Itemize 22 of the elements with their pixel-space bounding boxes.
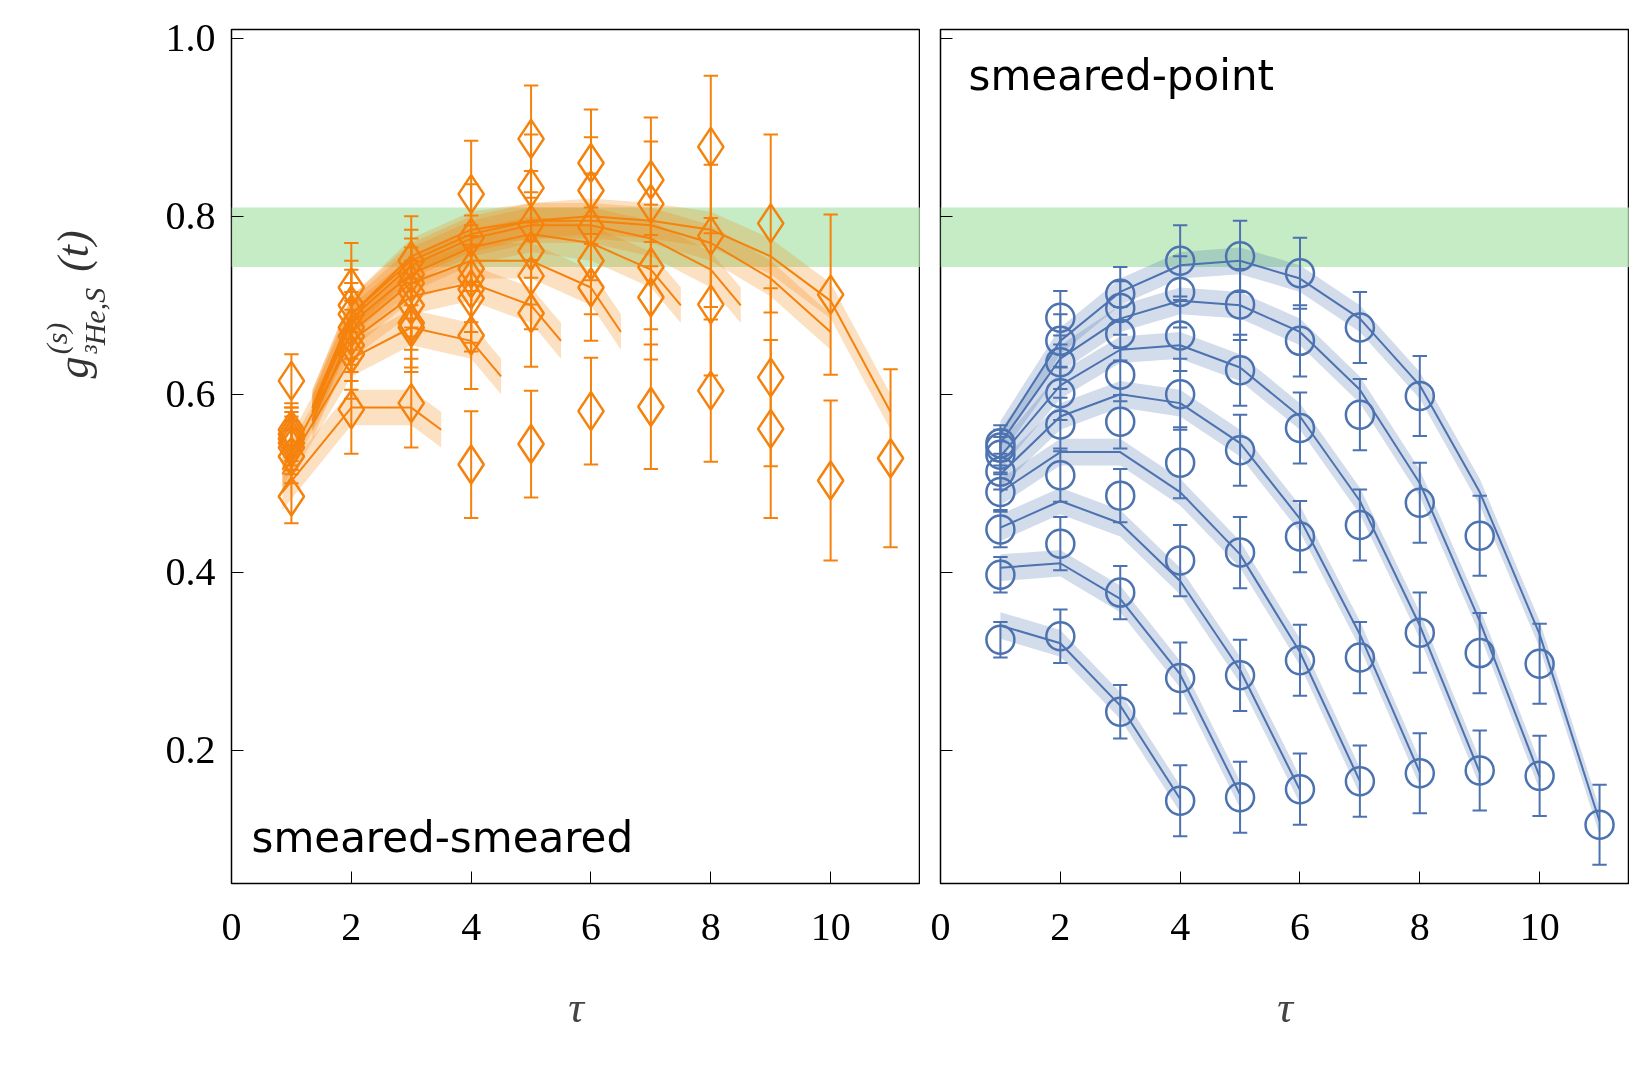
x-tick-label: 8 <box>1409 903 1430 949</box>
x-axis-title: τ <box>568 982 587 1032</box>
x-tick-label: 8 <box>700 903 721 949</box>
x-tick-label: 0 <box>221 903 242 949</box>
y-tick-label: 0.2 <box>165 727 216 773</box>
x-tick-label: 6 <box>1289 903 1310 949</box>
x-tick-label: 4 <box>461 903 482 949</box>
x-tick-label: 10 <box>1519 903 1560 949</box>
annotation: smeared-point <box>968 50 1274 100</box>
y-tick-label: 0.4 <box>165 549 216 595</box>
y-axis-title: g(s)³He,S(t) <box>39 230 111 379</box>
x-tick-label: 4 <box>1170 903 1191 949</box>
annotation: smeared-smeared <box>251 812 634 862</box>
x-tick-label: 2 <box>1050 903 1071 949</box>
x-tick-label: 0 <box>930 903 951 949</box>
y-tick-label: 0.6 <box>165 371 216 417</box>
x-tick-label: 10 <box>810 903 851 949</box>
x-tick-label: 6 <box>580 903 601 949</box>
x-tick-label: 2 <box>341 903 362 949</box>
x-axis-title: τ <box>1277 982 1296 1032</box>
y-tick-label: 0.8 <box>165 193 216 239</box>
y-tick-label: 1.0 <box>165 15 216 61</box>
